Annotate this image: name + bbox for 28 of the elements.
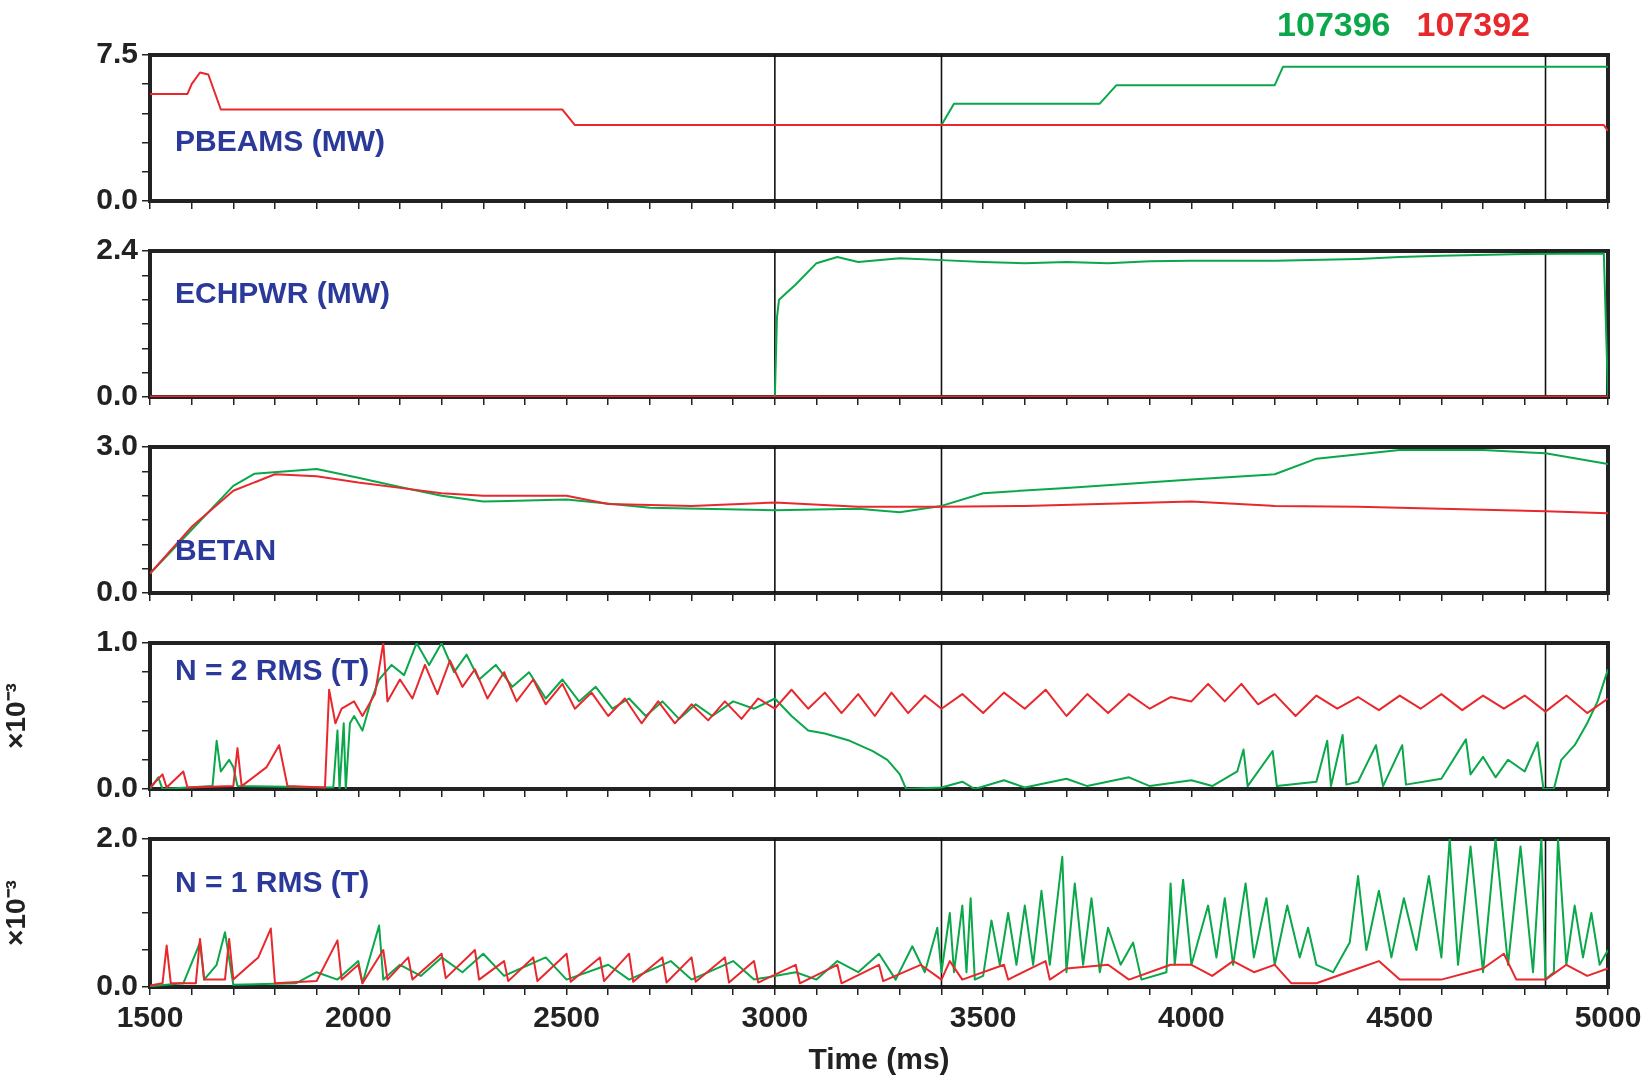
y-tick-label: 2.0: [96, 820, 138, 854]
y-tick-label: 0.0: [96, 968, 138, 1002]
y-tick-label: 0.0: [96, 182, 138, 216]
series-label: 107396: [1277, 5, 1391, 43]
y-axis-title: ×10⁻³: [0, 880, 31, 946]
y-tick-label: 7.5: [96, 36, 138, 70]
x-tick-label: 2500: [533, 1000, 600, 1034]
x-tick-label: 1500: [116, 1000, 184, 1034]
x-tick-label: 3000: [741, 1000, 809, 1034]
y-axis-title: ×10⁻³: [0, 683, 31, 749]
x-tick-label: 2000: [324, 1000, 392, 1034]
y-tick-label: 0.0: [96, 378, 138, 412]
x-tick-label: 4500: [1366, 1000, 1434, 1034]
y-tick-label: 1.0: [96, 624, 138, 658]
x-tick-label: 4000: [1158, 1000, 1225, 1034]
annotation: N = 2 RMS (T): [175, 653, 370, 687]
annotation: PBEAMS (MW): [175, 123, 385, 157]
annotation: BETAN: [175, 533, 277, 567]
x-tick-label: 3500: [949, 1000, 1017, 1034]
annotation: N = 1 RMS (T): [175, 864, 370, 898]
text: 107392: [1416, 5, 1530, 43]
annotation: ECHPWR (MW): [175, 276, 390, 310]
y-tick-label: 3.0: [96, 428, 138, 462]
x-tick-label: 5000: [1574, 1000, 1642, 1034]
y-tick-label: 0.0: [96, 574, 138, 608]
y-tick-label: 0.0: [96, 770, 138, 804]
y-tick-label: 2.4: [96, 232, 139, 266]
x-axis-title: Time (ms): [808, 1042, 950, 1076]
